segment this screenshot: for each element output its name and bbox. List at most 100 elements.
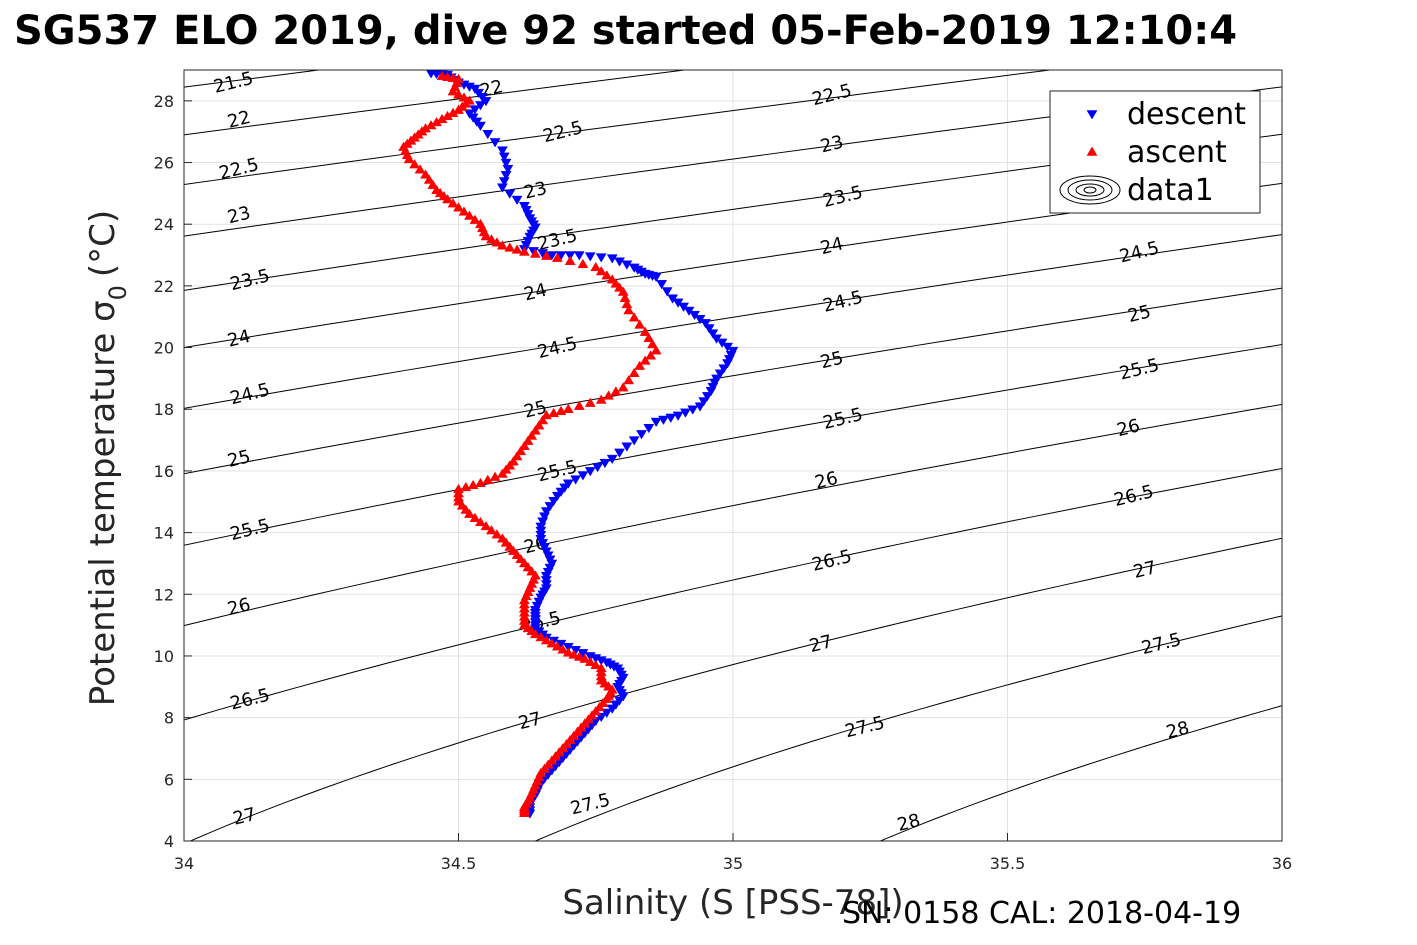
x-tick-label: 34 — [174, 854, 194, 873]
descent-point — [551, 491, 563, 502]
ascent-point — [529, 248, 541, 258]
y-tick-label: 4 — [164, 832, 174, 851]
ascent-point — [475, 516, 486, 527]
y-axis-ticks: 4 6 8 10 12 14 16 18 20 22 24 26 28 — [154, 92, 192, 851]
ascent-point — [464, 508, 475, 518]
descent-point — [500, 158, 512, 169]
ascent-point — [540, 409, 552, 420]
ascent-point — [458, 206, 470, 216]
ascent-point — [529, 425, 541, 435]
y-tick-label: 12 — [154, 585, 174, 604]
descent-point — [498, 152, 510, 162]
descent-point — [537, 517, 549, 527]
ascent-point — [645, 350, 657, 360]
ascent-point — [634, 360, 646, 370]
descent-point — [496, 146, 508, 156]
ascent-point — [601, 270, 613, 280]
ascent-point — [590, 261, 602, 272]
descent-point — [496, 183, 508, 193]
ascent-point — [511, 451, 523, 461]
ascent-point — [579, 653, 591, 663]
ascent-point — [518, 246, 530, 256]
density-contour-line — [184, 344, 1282, 546]
data-points — [398, 70, 739, 819]
ascent-point — [518, 807, 530, 817]
legend-label-ascent: ascent — [1127, 135, 1227, 170]
descent-point — [595, 253, 607, 263]
ascent-point — [647, 338, 658, 349]
descent-point — [621, 260, 633, 270]
descent-point — [661, 287, 673, 297]
ascent-point — [431, 116, 442, 127]
ascent-point — [511, 244, 523, 254]
descent-point — [482, 129, 494, 140]
ascent-point — [518, 440, 530, 450]
descent-point — [475, 121, 486, 132]
density-contour-line — [184, 287, 1282, 475]
ascent-point — [595, 265, 607, 276]
legend-marker-contour — [1059, 175, 1121, 205]
descent-point — [570, 646, 582, 656]
descent-point — [489, 138, 501, 148]
descent-point — [694, 402, 706, 412]
descent-point — [714, 369, 726, 379]
y-axis-label-subscript: 0 — [104, 285, 132, 300]
ascent-point — [526, 430, 538, 440]
y-tick-label: 20 — [154, 339, 174, 358]
ascent-point — [533, 420, 545, 430]
ascent-point — [480, 520, 492, 531]
ascent-point — [403, 153, 415, 164]
y-tick-label: 6 — [164, 770, 174, 789]
legend-contour-ring — [1067, 179, 1113, 201]
density-contour-line — [534, 615, 1282, 841]
legend-contour-ring — [1059, 175, 1121, 205]
ascent-point — [475, 477, 486, 488]
ascent-point — [458, 92, 470, 102]
descent-point — [573, 251, 585, 261]
ascent-point — [564, 255, 576, 265]
descent-point — [614, 448, 625, 458]
descent-point — [656, 280, 668, 290]
y-axis-label: Potential temperature σ0 (°C) — [83, 210, 132, 706]
ascent-point — [619, 292, 631, 302]
calibration-footer: SN: 0158 CAL: 2018-04-19 — [842, 896, 1242, 931]
y-axis-label-sigma: σ — [83, 300, 123, 322]
ascent-point — [515, 445, 527, 456]
ascent-point — [650, 345, 662, 355]
ascent-point — [529, 628, 541, 639]
ascent-point — [427, 179, 439, 189]
descent-point — [621, 442, 633, 452]
descent-point — [650, 417, 662, 428]
y-tick-label: 10 — [154, 647, 174, 666]
y-tick-label: 16 — [154, 462, 174, 481]
ascent-point — [453, 104, 464, 114]
ascent-point — [639, 326, 651, 336]
descent-point — [722, 359, 733, 369]
ascent-point — [489, 471, 501, 481]
descent-point — [511, 195, 523, 206]
ascent-point — [551, 252, 563, 262]
ascent-point — [537, 415, 549, 425]
ascent-point — [540, 250, 552, 260]
ascent-point — [453, 89, 464, 99]
ascent-point — [623, 374, 635, 385]
ascent-point — [584, 397, 596, 407]
ascent-point — [409, 159, 421, 169]
ascent-point — [496, 468, 508, 478]
y-tick-label: 18 — [154, 400, 174, 419]
descent-point — [504, 189, 516, 199]
ascent-point — [639, 355, 651, 365]
ascent-point — [420, 169, 431, 179]
legend-marker-ascent — [1086, 146, 1098, 156]
ascent-point — [595, 394, 607, 404]
ascent-point — [447, 86, 459, 96]
ascent-point — [623, 305, 635, 315]
ascent-point — [460, 481, 472, 492]
ascent-point — [617, 382, 629, 392]
x-tick-label: 35.5 — [990, 854, 1026, 873]
descent-point — [687, 405, 699, 415]
y-tick-label: 22 — [154, 277, 174, 296]
ascent-point — [577, 258, 589, 269]
